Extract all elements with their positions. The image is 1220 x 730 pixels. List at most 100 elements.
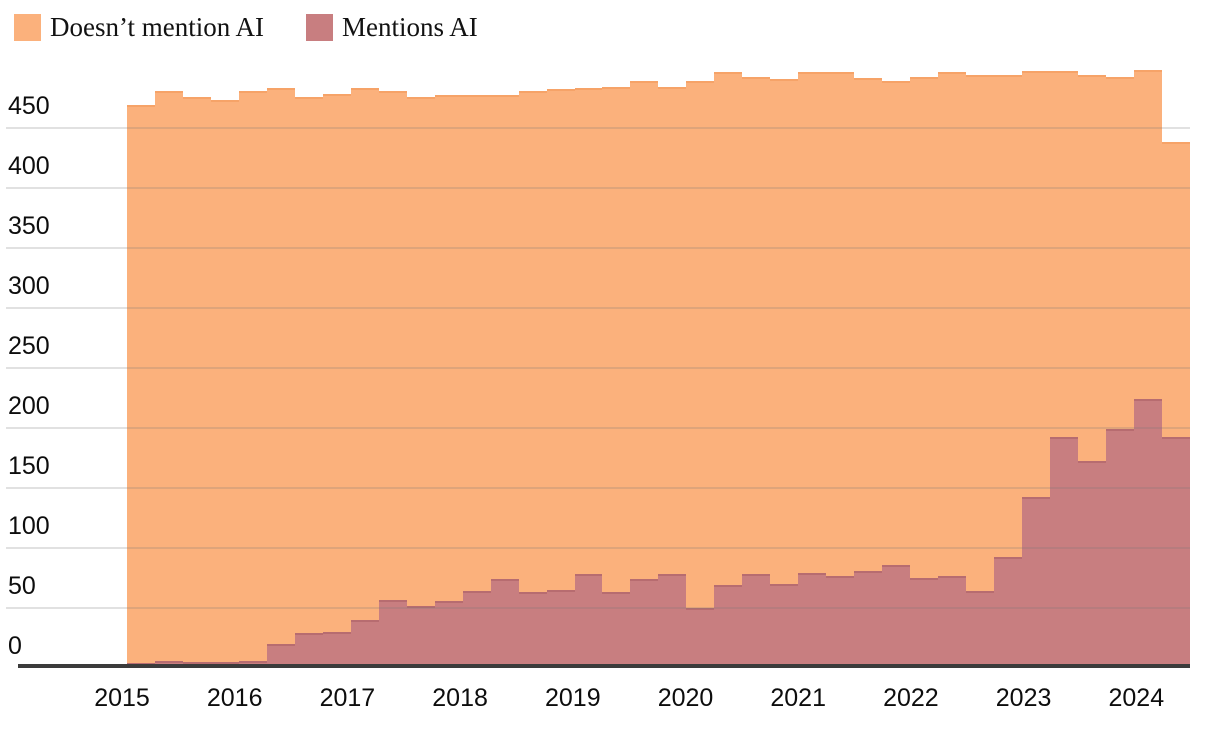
bar-2020-q3 <box>742 0 771 668</box>
bar-2020-q2 <box>714 0 743 668</box>
area-segment-mentions-ai <box>910 578 939 668</box>
gridline-350 <box>6 247 1190 250</box>
bar-2022-q3 <box>966 0 995 668</box>
bar-2018-q1 <box>462 0 491 668</box>
bar-2019-q3 <box>630 0 659 668</box>
legend-swatch-orange-icon <box>14 13 41 41</box>
area-segment-mentions-ai <box>770 584 799 668</box>
bars-container <box>127 0 1190 668</box>
gridline-100 <box>6 547 1190 550</box>
area-segment-doesnt-mention-ai <box>798 72 827 574</box>
area-segment-doesnt-mention-ai <box>686 80 715 609</box>
area-segment-doesnt-mention-ai <box>154 91 183 661</box>
area-segment-mentions-ai <box>1049 436 1078 668</box>
area-segment-doesnt-mention-ai <box>350 87 379 621</box>
area-segment-mentions-ai <box>826 575 855 668</box>
area-segment-doesnt-mention-ai <box>406 97 435 606</box>
area-segment-doesnt-mention-ai <box>434 94 463 601</box>
legend-item-doesnt-mention-ai: Doesn’t mention AI <box>14 13 264 41</box>
area-segment-doesnt-mention-ai <box>910 76 939 579</box>
x-tick-label-2019: 2019 <box>544 684 601 712</box>
area-segment-doesnt-mention-ai <box>462 94 491 592</box>
bar-2017-q1 <box>350 0 379 668</box>
y-tick-label-450: 450 <box>8 92 50 121</box>
area-segment-doesnt-mention-ai <box>742 76 771 575</box>
x-tick-label-2018: 2018 <box>432 684 488 712</box>
area-segment-mentions-ai <box>742 574 771 668</box>
bar-2016-q3 <box>294 0 323 668</box>
area-segment-mentions-ai <box>406 605 435 668</box>
area-segment-doesnt-mention-ai <box>882 80 911 565</box>
area-segment-mentions-ai <box>1133 399 1162 668</box>
area-segment-doesnt-mention-ai <box>1049 70 1078 437</box>
bar-2023-q4 <box>1105 0 1134 668</box>
area-segment-mentions-ai <box>658 574 687 668</box>
y-tick-label-250: 250 <box>8 332 50 361</box>
bar-2019-q1 <box>574 0 603 668</box>
area-segment-mentions-ai <box>294 633 323 668</box>
area-segment-doesnt-mention-ai <box>378 91 407 600</box>
area-segment-doesnt-mention-ai <box>238 91 267 661</box>
bar-2015-q1 <box>127 0 155 668</box>
area-segment-mentions-ai <box>322 632 351 668</box>
x-tick-label-2024: 2024 <box>1108 684 1165 712</box>
area-segment-mentions-ai <box>434 600 463 668</box>
bar-2016-q4 <box>322 0 351 668</box>
bar-2023-q3 <box>1077 0 1106 668</box>
area-segment-mentions-ai <box>1022 496 1050 668</box>
area-segment-mentions-ai <box>378 599 407 668</box>
x-tick-label-2020: 2020 <box>657 684 714 712</box>
bar-2021-q4 <box>882 0 911 668</box>
area-segment-mentions-ai <box>462 591 491 668</box>
x-tick-label-2017: 2017 <box>319 684 376 712</box>
area-segment-doesnt-mention-ai <box>854 78 883 571</box>
y-tick-label-0: 0 <box>8 632 22 660</box>
area-segment-doesnt-mention-ai <box>210 99 239 663</box>
legend-swatch-mauve-icon <box>305 13 333 41</box>
bar-2021-q1 <box>798 0 827 668</box>
bar-2021-q3 <box>854 0 883 668</box>
area-segment-doesnt-mention-ai <box>966 74 995 592</box>
area-segment-doesnt-mention-ai <box>1077 74 1106 461</box>
y-tick-label-300: 300 <box>8 272 50 301</box>
area-segment-mentions-ai <box>966 591 995 668</box>
area-segment-doesnt-mention-ai <box>658 86 687 575</box>
gridline-450 <box>6 127 1190 130</box>
y-tick-label-400: 400 <box>8 152 50 181</box>
y-tick-label-350: 350 <box>8 212 50 241</box>
y-tick-label-50: 50 <box>8 572 36 601</box>
x-tick-label-2021: 2021 <box>770 684 826 712</box>
x-tick-label-2023: 2023 <box>995 684 1052 712</box>
area-segment-mentions-ai <box>1105 429 1134 668</box>
bar-2016-q2 <box>266 0 295 668</box>
bar-2022-q1 <box>910 0 939 668</box>
gridline-300 <box>6 307 1190 310</box>
area-segment-doesnt-mention-ai <box>1161 141 1190 437</box>
area-segment-doesnt-mention-ai <box>826 72 855 576</box>
x-axis-line <box>18 664 1190 668</box>
bar-2021-q2 <box>826 0 855 668</box>
area-segment-mentions-ai <box>994 556 1022 668</box>
bar-2019-q4 <box>658 0 687 668</box>
bar-2018-q4 <box>546 0 575 668</box>
gridline-400 <box>6 187 1190 190</box>
area-segment-doesnt-mention-ai <box>127 104 155 664</box>
area-segment-doesnt-mention-ai <box>182 97 211 663</box>
y-tick-label-200: 200 <box>8 392 50 421</box>
bar-2020-q1 <box>686 0 715 668</box>
area-segment-mentions-ai <box>266 644 295 668</box>
area-segment-mentions-ai <box>882 564 911 668</box>
area-segment-mentions-ai <box>350 620 379 668</box>
area-segment-doesnt-mention-ai <box>518 91 547 593</box>
area-segment-mentions-ai <box>518 592 547 668</box>
bar-2023-q2 <box>1049 0 1078 668</box>
legend-label-mentions-ai: Mentions AI <box>341 11 478 42</box>
gridline-250 <box>6 367 1190 370</box>
gridline-200 <box>6 427 1190 430</box>
area-segment-doesnt-mention-ai <box>294 97 323 634</box>
area-segment-mentions-ai <box>1077 460 1106 668</box>
bar-2017-q4 <box>434 0 463 668</box>
legend: Doesn’t mention AI Mentions AI <box>14 11 478 43</box>
